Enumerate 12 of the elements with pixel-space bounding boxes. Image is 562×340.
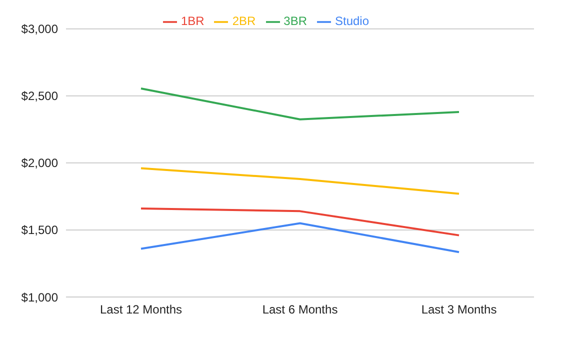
legend-label: Studio [335, 14, 370, 28]
legend-label: 3BR [284, 14, 307, 28]
legend-label: 2BR [232, 14, 256, 28]
y-tick-label: $2,000 [21, 156, 58, 170]
y-tick-label: $1,500 [21, 223, 58, 238]
y-tick-label: $2,500 [21, 89, 58, 104]
x-tick-label: Last 6 Months [262, 302, 338, 317]
y-tick-label: $1,000 [21, 290, 58, 304]
x-tick-label: Last 3 Months [421, 302, 497, 317]
legend-label: 1BR [180, 14, 204, 28]
x-tick-label: Last 12 Months [100, 302, 182, 317]
y-tick-label: $3,000 [21, 22, 58, 36]
